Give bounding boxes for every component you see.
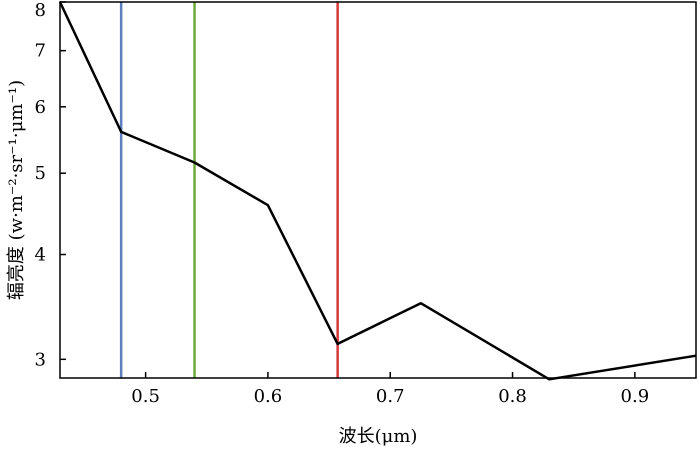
y-tick-label: 4: [35, 245, 46, 266]
x-tick-label: 0.5: [131, 386, 160, 407]
y-tick-label: 6: [35, 97, 46, 118]
y-tick-label: 5: [35, 163, 46, 184]
y-tick-label: 7: [35, 41, 46, 62]
y-axis: 3 4 5 6 7 8: [35, 0, 66, 370]
plot-frame: [59, 1, 697, 379]
x-axis-label: 波长(μm): [339, 426, 418, 447]
x-tick-label: 0.7: [376, 386, 405, 407]
plot-area: [58, 1, 697, 381]
y-axis-label: 辐亮度 (w·m⁻²·sr⁻¹·μm⁻¹): [6, 80, 27, 300]
series-line-1: [58, 1, 697, 381]
x-tick-label: 0.9: [621, 386, 650, 407]
x-tick-label: 0.8: [498, 386, 527, 407]
y-tick-label: 8: [35, 0, 46, 21]
x-tick-label: 0.6: [254, 386, 283, 407]
x-axis: 0.5 0.6 0.7 0.8 0.9: [131, 372, 649, 407]
y-tick-label: 3: [35, 349, 46, 370]
